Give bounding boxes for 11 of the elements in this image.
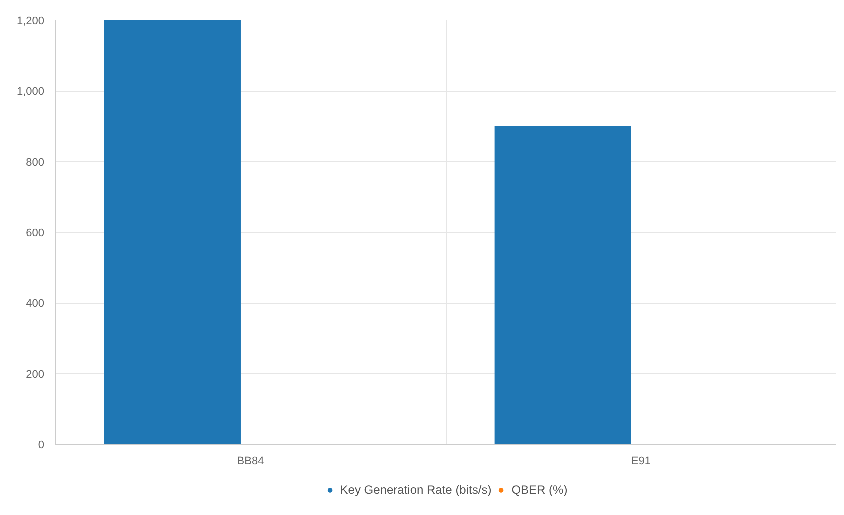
- y-tick-label: 600: [26, 228, 45, 240]
- y-tick-label: 800: [26, 156, 45, 169]
- y-tick-label: 200: [26, 368, 45, 381]
- x-tick-label: BB84: [237, 456, 264, 468]
- legend-label: Key Generation Rate (bits/s): [340, 483, 492, 497]
- legend-label: QBER (%): [512, 483, 568, 497]
- y-tick-label: 1,200: [16, 16, 45, 28]
- y-tick-label: 400: [26, 298, 45, 310]
- x-tick-label: E91: [631, 456, 652, 468]
- y-tick-label: 0: [38, 440, 45, 452]
- y-tick-label: 1,000: [16, 86, 45, 98]
